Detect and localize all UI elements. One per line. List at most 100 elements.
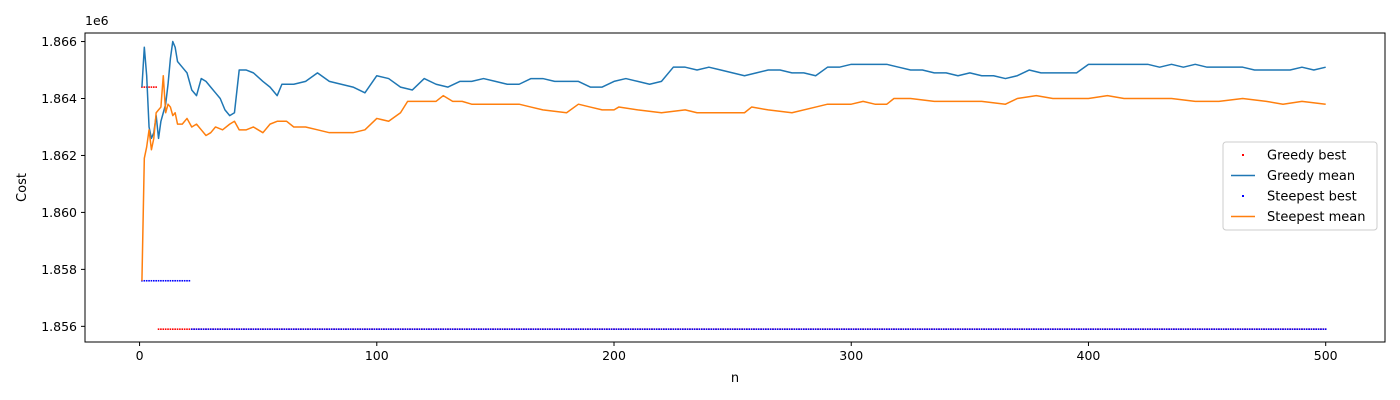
steepest-best-point: [202, 328, 205, 330]
steepest-best-point: [824, 328, 826, 330]
steepest-best-point: [800, 328, 803, 330]
steepest-best-point: [461, 328, 463, 330]
steepest-best-point: [205, 328, 207, 330]
steepest-best-point: [674, 328, 677, 330]
steepest-best-point: [428, 328, 430, 330]
steepest-best-point: [228, 328, 231, 330]
steepest-best-point: [665, 328, 667, 330]
steepest-best-point: [1080, 328, 1083, 330]
steepest-best-point: [817, 328, 819, 330]
steepest-best-point: [1068, 328, 1071, 330]
steepest-best-point: [269, 328, 271, 330]
steepest-best-point: [589, 328, 592, 330]
steepest-best-point: [1054, 328, 1057, 330]
steepest-best-point: [542, 328, 544, 330]
steepest-best-point: [807, 328, 810, 330]
greedy-best-point: [157, 328, 160, 330]
steepest-best-point: [1025, 328, 1028, 330]
legend-swatch: [1242, 195, 1244, 197]
steepest-best-point: [1142, 328, 1144, 330]
greedy-mean-line: [141, 40, 1326, 140]
steepest-best-point: [689, 328, 691, 330]
steepest-best-point: [511, 328, 513, 330]
steepest-best-point: [1313, 328, 1315, 330]
steepest-best-point: [741, 328, 743, 330]
steepest-best-point: [1063, 328, 1066, 330]
steepest-best-point: [615, 328, 618, 330]
steepest-best-point: [1192, 328, 1194, 330]
steepest-best-point: [1037, 328, 1040, 330]
steepest-best-point: [919, 328, 921, 330]
steepest-best-point: [1120, 328, 1123, 330]
steepest-best-point: [878, 328, 881, 330]
steepest-best-point: [582, 328, 584, 330]
legend-item-steepest-mean: Steepest mean: [1231, 210, 1365, 225]
steepest-best-point: [1263, 328, 1265, 330]
steepest-best-point: [1241, 328, 1244, 330]
legend-box: [1222, 141, 1378, 231]
steepest-best-point: [672, 328, 675, 330]
steepest-best-point: [416, 328, 418, 330]
steepest-best-point: [722, 328, 724, 330]
steepest-best-point: [864, 328, 867, 330]
steepest-best-point: [988, 328, 990, 330]
axes-frame: [84, 32, 1386, 343]
steepest-best-point: [288, 328, 290, 330]
steepest-best-point: [1175, 328, 1178, 330]
steepest-best-point: [537, 328, 539, 330]
steepest-best-point: [373, 328, 376, 330]
steepest-best-point: [874, 328, 876, 330]
steepest-best-point: [679, 328, 682, 330]
steepest-best-point: [523, 328, 525, 330]
steepest-best-point: [1087, 328, 1090, 330]
steepest-best-point: [971, 328, 974, 330]
steepest-best-point: [1156, 328, 1159, 330]
steepest-best-point: [658, 328, 660, 330]
legend-label: Steepest best: [1267, 190, 1357, 205]
steepest-best-point: [855, 328, 857, 330]
steepest-best-point: [1208, 328, 1211, 330]
x-tick-label: 100: [365, 348, 389, 363]
steepest-best-point: [371, 328, 373, 330]
plot-area: [141, 40, 1327, 330]
steepest-best-point: [549, 328, 551, 330]
steepest-best-point: [482, 328, 485, 330]
steepest-best-point: [639, 328, 641, 330]
steepest-best-point: [1244, 328, 1246, 330]
steepest-best-point: [812, 328, 815, 330]
steepest-best-point: [347, 328, 350, 330]
greedy-best-point: [169, 328, 172, 330]
greedy-best-point: [155, 86, 157, 88]
steepest-best-point: [570, 328, 573, 330]
steepest-best-point: [738, 328, 741, 330]
steepest-best-point: [321, 328, 324, 330]
steepest-best-point: [553, 328, 556, 330]
steepest-best-point: [1301, 328, 1303, 330]
legend: Greedy best Greedy mean Steepest best Steep…: [1222, 141, 1378, 231]
steepest-best-point: [610, 328, 613, 330]
steepest-best-point: [916, 328, 919, 330]
steepest-best-point: [1194, 328, 1197, 330]
steepest-best-point: [330, 328, 333, 330]
steepest-best-point: [551, 328, 554, 330]
steepest-best-point: [765, 328, 767, 330]
steepest-best-point: [947, 328, 950, 330]
steepest-best-point: [278, 328, 281, 330]
steepest-best-point: [364, 328, 366, 330]
steepest-best-point: [1308, 328, 1310, 330]
steepest-best-point: [532, 328, 535, 330]
steepest-best-point: [150, 279, 153, 282]
steepest-best-point: [399, 328, 402, 330]
steepest-best-point: [179, 279, 181, 282]
steepest-best-point: [708, 328, 710, 330]
steepest-best-point: [459, 328, 461, 330]
steepest-best-point: [1211, 328, 1213, 330]
steepest-best-point: [473, 328, 475, 330]
steepest-best-point: [1203, 328, 1206, 330]
steepest-best-point: [333, 328, 335, 330]
steepest-best-point: [601, 328, 603, 330]
steepest-best-point: [219, 328, 222, 330]
steepest-best-point: [926, 328, 928, 330]
steepest-best-point: [164, 279, 167, 282]
steepest-best-point: [1101, 328, 1104, 330]
